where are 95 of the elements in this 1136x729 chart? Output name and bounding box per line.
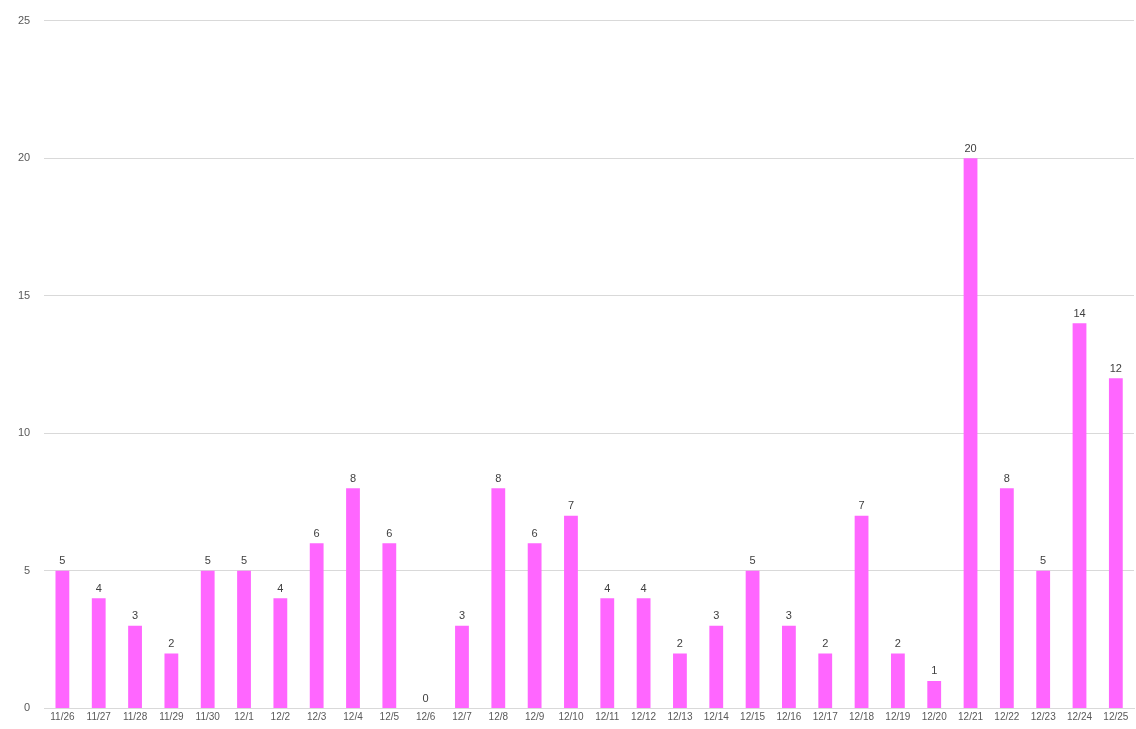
data-label: 3 [458,609,466,622]
x-tick-label: 12/1 [234,711,255,723]
x-tick-label: 12/12 [631,711,657,723]
data-label: 1 [931,664,938,677]
data-label: 2 [894,636,901,649]
data-label: 6 [386,526,393,539]
x-tick-label: 12/18 [849,711,875,723]
data-label: 4 [604,581,611,594]
data-label: 14 [1073,306,1086,319]
x-tick-label: 11/29 [159,711,184,723]
bar [455,625,469,708]
x-tick-label: 12/13 [667,711,693,723]
x-tick-label: 12/11 [595,711,620,723]
data-label: 4 [277,581,284,594]
bar [164,653,179,708]
bar [709,625,724,708]
x-tick-label: 12/16 [776,711,802,723]
data-label: 8 [1003,471,1010,484]
x-tick-label: 12/14 [703,711,730,723]
x-tick-label: 12/4 [343,711,364,723]
y-tick-label: 5 [24,563,31,576]
bar [745,570,760,708]
bar [128,625,142,708]
y-tick-label: 20 [17,151,31,164]
bar [200,570,215,708]
bar [854,515,869,708]
bar [818,653,833,708]
x-tick-label: 12/10 [558,711,584,723]
data-label: 3 [713,609,720,622]
data-label: 7 [858,499,865,512]
data-label: 2 [676,636,683,649]
bar [999,488,1014,708]
bar [600,598,615,708]
x-tick-label: 12/22 [994,711,1020,723]
data-label: 6 [313,526,320,539]
x-tick-label: 12/25 [1103,711,1129,723]
data-label: 3 [131,609,139,622]
bar [382,543,397,708]
bar [963,158,978,708]
bar [1072,323,1087,708]
y-tick-label: 25 [17,13,31,26]
data-label: 20 [964,141,977,154]
data-label: 0 [422,691,429,704]
x-tick-label: 12/23 [1030,711,1057,723]
y-tick-label: 10 [17,426,31,439]
bar [91,598,106,708]
data-label: 4 [640,581,647,594]
data-label: 5 [240,554,248,567]
x-tick-label: 12/9 [524,711,545,723]
data-label: 5 [59,554,66,567]
x-tick-label: 12/17 [812,711,839,723]
bar [636,598,651,708]
x-tick-label: 12/19 [885,711,911,723]
x-tick-label: 12/24 [1067,711,1093,723]
x-tick-label: 12/3 [306,711,327,723]
bar [55,570,70,708]
bar [673,653,687,708]
data-label: 5 [204,554,211,567]
x-tick-label: 12/5 [379,711,400,723]
data-label: 12 [1109,361,1122,374]
bar [927,680,942,708]
bar [527,543,542,708]
x-tick-label: 11/30 [195,711,221,723]
bar [890,653,905,708]
bar [564,515,578,708]
x-tick-label: 12/8 [488,711,509,723]
bar [273,598,288,708]
y-tick-label: 15 [17,288,31,301]
x-tick-label: 12/15 [740,711,766,723]
x-tick-label: 12/21 [958,711,984,723]
bar [1036,570,1051,708]
data-label: 2 [822,636,829,649]
data-label: 8 [349,471,357,484]
x-tick-label: 12/7 [452,711,473,723]
data-label: 4 [95,581,102,594]
x-tick-label: 12/20 [921,711,948,723]
x-tick-label: 11/28 [122,711,148,723]
bar [346,488,360,708]
data-label: 8 [495,471,502,484]
x-tick-label: 11/27 [86,711,112,723]
y-tick-label: 0 [24,701,31,714]
data-label: 2 [168,636,175,649]
data-label: 5 [1040,554,1047,567]
bar [237,570,251,708]
bar [309,543,324,708]
data-label: 5 [749,554,756,567]
bar [1108,378,1123,708]
data-label: 3 [785,609,792,622]
x-tick-label: 12/2 [270,711,291,723]
x-tick-label: 12/6 [415,711,436,723]
data-label: 7 [567,499,575,512]
bar [782,625,796,708]
bar [491,488,506,708]
x-tick-label: 11/26 [50,711,75,723]
data-label: 6 [531,526,538,539]
